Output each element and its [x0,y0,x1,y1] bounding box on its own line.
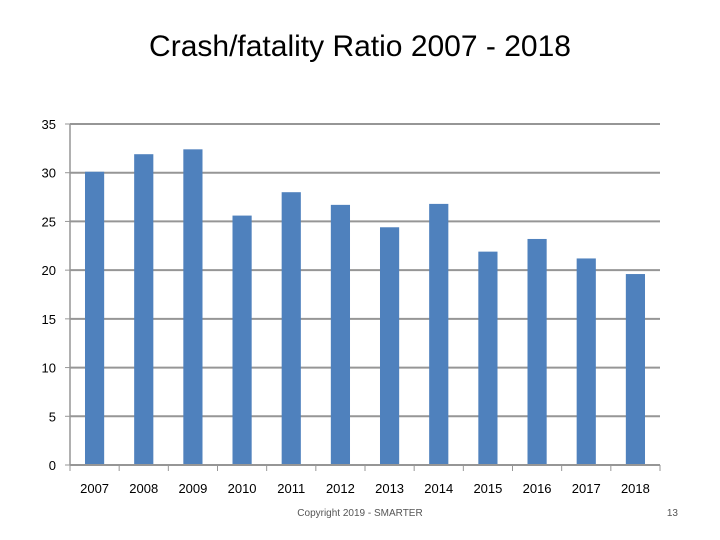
x-tick-label-2017: 2017 [572,481,601,496]
bars [84,149,646,466]
y-tick-label: 30 [42,166,56,181]
bar-2009 [183,149,203,465]
x-tick-label-2013: 2013 [375,481,404,496]
x-tick-label-2015: 2015 [473,481,502,496]
x-tick-label-2016: 2016 [523,481,552,496]
y-tick-label: 5 [49,409,56,424]
bar-2007 [84,171,105,466]
x-tick-label-2014: 2014 [424,481,453,496]
y-tick-label: 10 [42,361,56,376]
y-tick-label: 15 [42,312,56,327]
x-tick-label-2008: 2008 [129,481,158,496]
bar-2011 [281,192,301,465]
x-tick-label-2009: 2009 [178,481,207,496]
x-tick-label-2010: 2010 [228,481,257,496]
bar-2018 [625,274,646,465]
bar-2010 [232,215,252,465]
axes [65,123,661,471]
gridlines [70,123,660,418]
bar-2008 [134,154,154,465]
copyright-text: Copyright 2019 - SMARTER [297,508,423,519]
tick-labels: 0 5 10 15 20 25 30 35 2007 2008 2009 2010 2011 2012 20… [42,117,650,496]
y-tick-label: 35 [42,117,56,132]
y-tick-label: 0 [49,458,56,473]
bar-2016 [527,238,547,465]
x-tick-label-2018: 2018 [621,481,650,496]
y-tick-label: 25 [42,214,56,229]
bar-2013 [379,227,400,465]
y-tick-label: 20 [42,263,56,278]
bar-2012 [330,204,351,465]
x-tick-label-2012: 2012 [326,481,355,496]
bar-2017 [576,258,596,465]
page-number: 13 [666,508,678,519]
x-tick-label-2011: 2011 [277,481,305,496]
chart-title: Crash/fatality Ratio 2007 - 2018 [149,30,571,63]
bar-2014 [429,203,449,466]
x-tick-label-2007: 2007 [80,481,109,496]
bar-2015 [478,251,498,465]
